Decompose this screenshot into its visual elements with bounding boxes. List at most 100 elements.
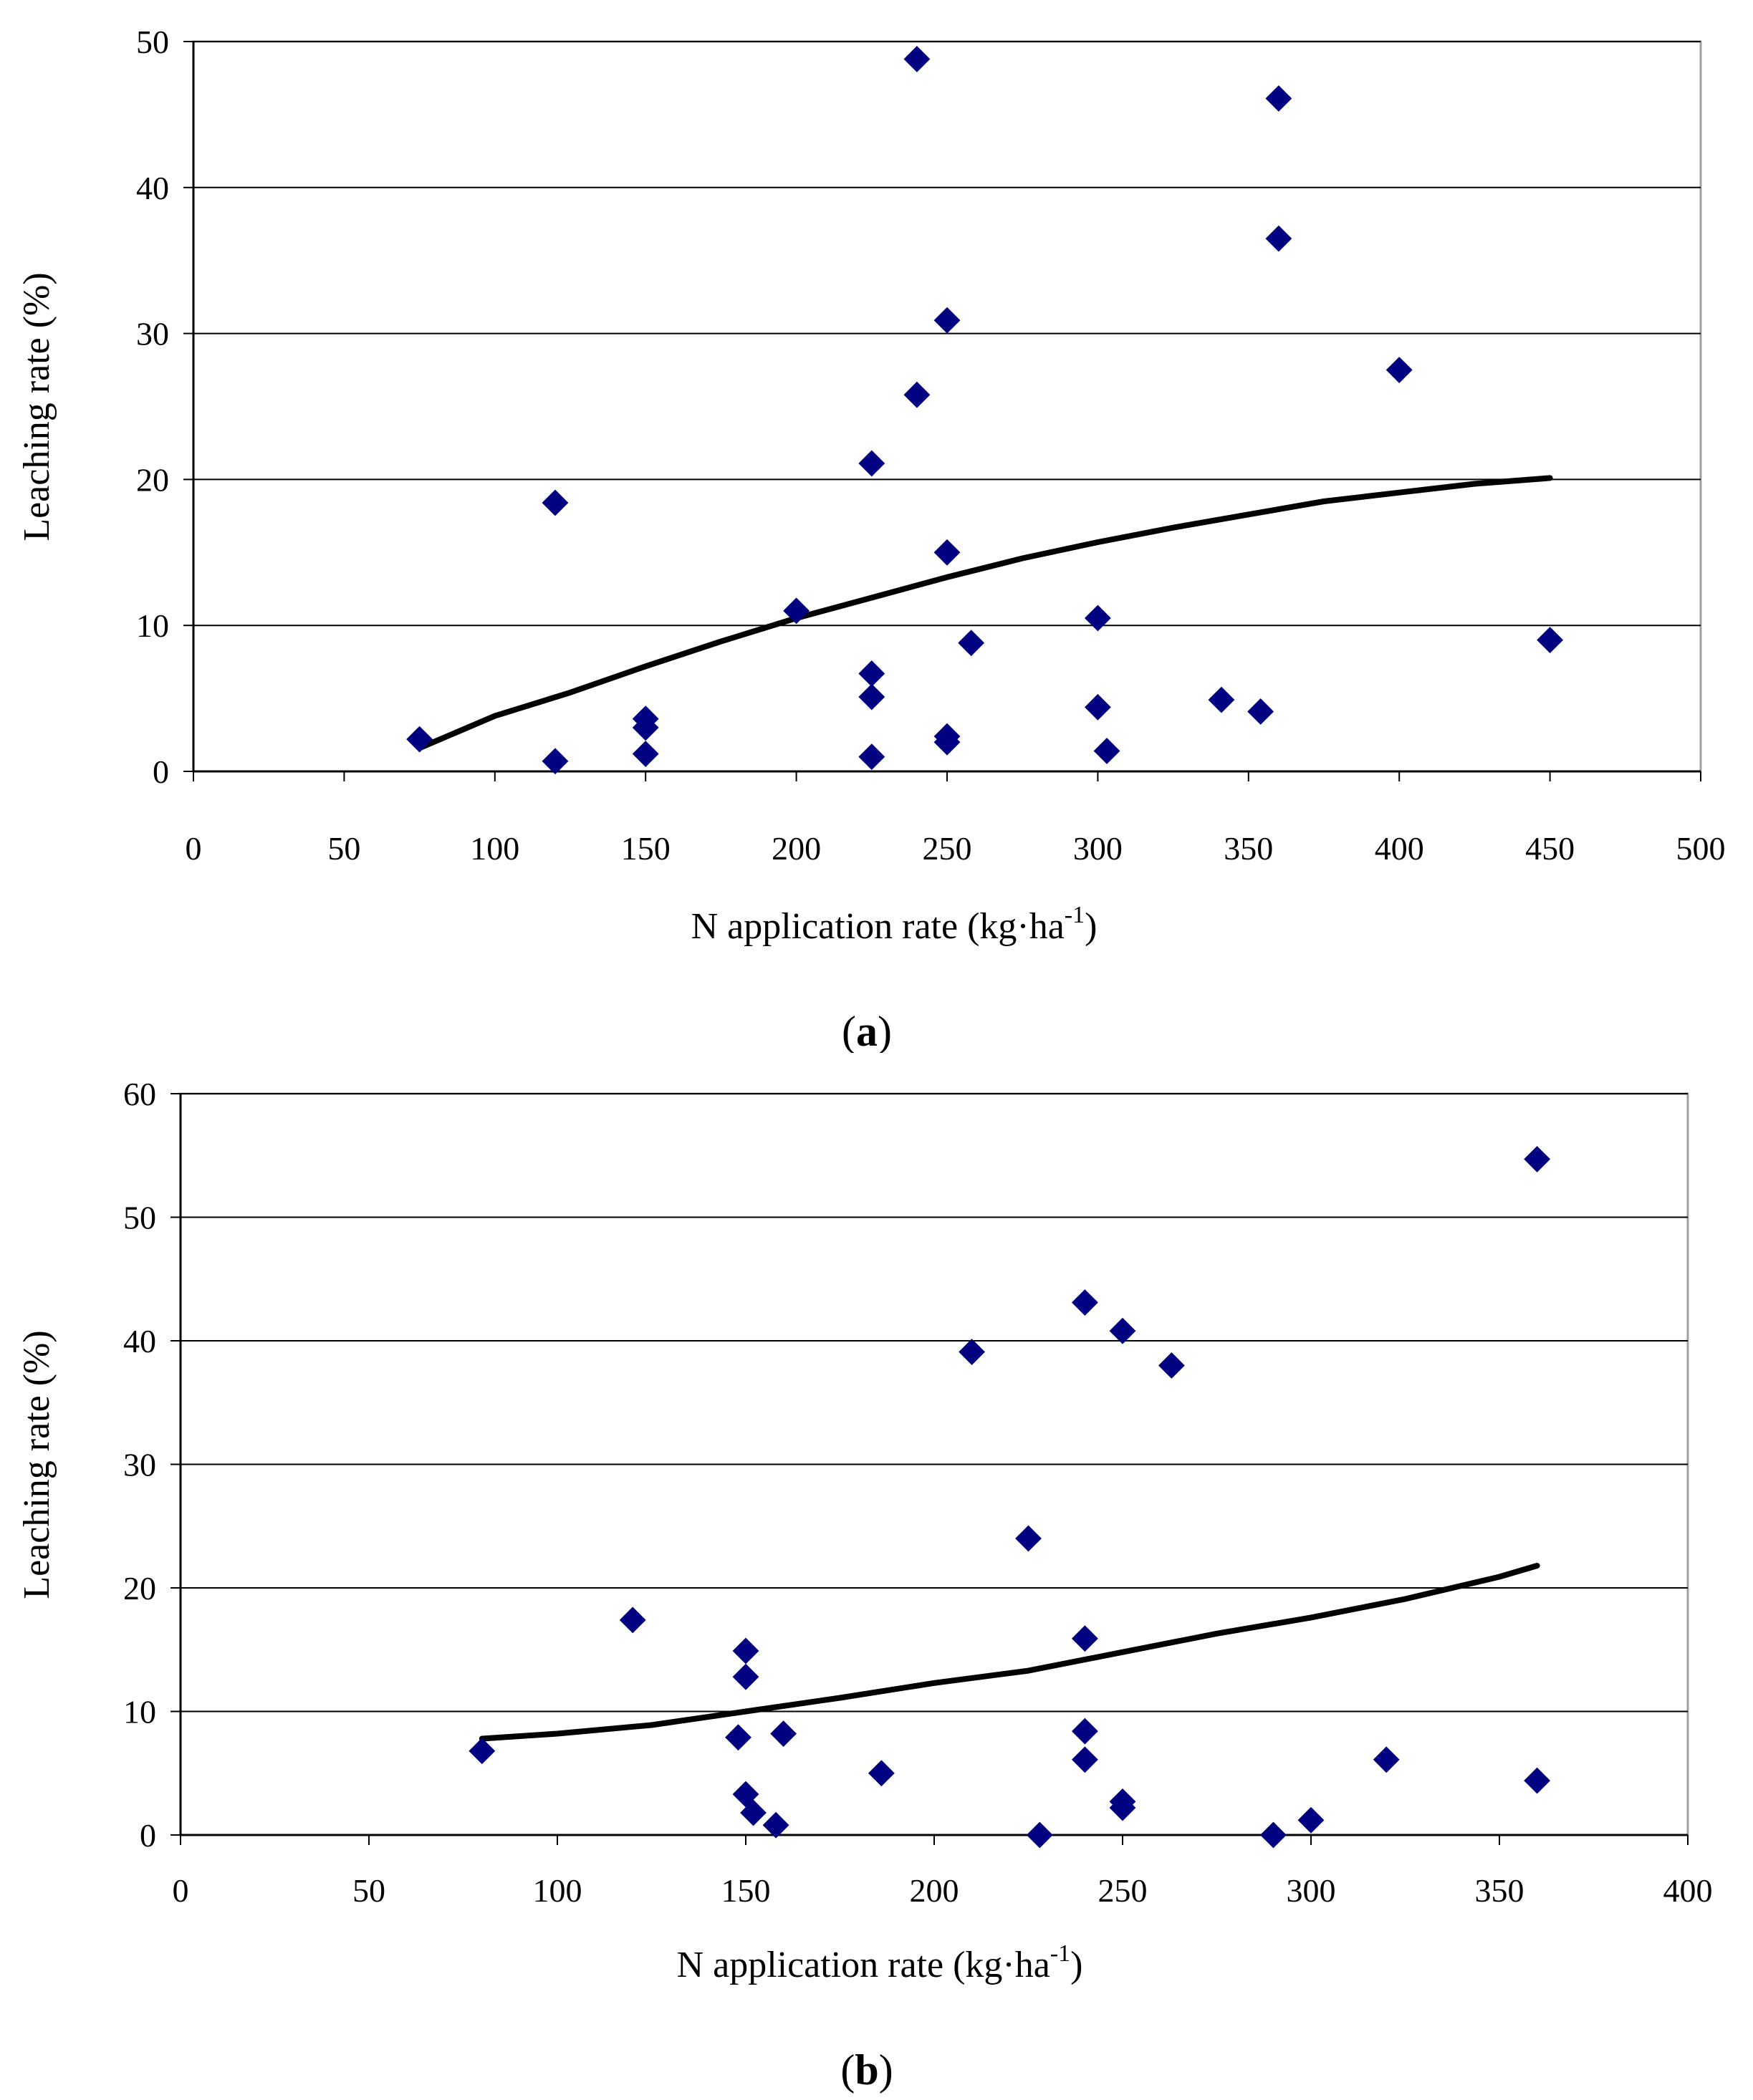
- xtick-label: 150: [721, 1872, 771, 1909]
- data-point-8: [770, 1720, 797, 1747]
- xtick-label: 100: [533, 1872, 582, 1909]
- data-point-12: [1026, 1821, 1053, 1849]
- ytick-label: 50: [136, 24, 169, 60]
- y-tick-labels: 0 10 20 30 40 50: [136, 24, 169, 790]
- data-point-6: [740, 1799, 767, 1826]
- panel-label-letter: a: [856, 1008, 878, 1053]
- trendline: [416, 475, 1553, 751]
- x-tick-labels: 0 50 100 150 200 250 300 350 400: [173, 1872, 1713, 1909]
- y-tick-labels: 0 10 20 30 40 50 60: [123, 1076, 156, 1854]
- axes: [171, 1093, 1689, 1845]
- xtick-label: 200: [910, 1872, 959, 1909]
- data-point-19: [1109, 1794, 1136, 1821]
- y-axis-title: Leaching rate (%): [16, 272, 57, 541]
- xtick-label: 50: [327, 830, 360, 867]
- data-points: [469, 1146, 1551, 1849]
- ytick-label: 0: [140, 1817, 156, 1854]
- data-point-21: [1259, 1821, 1287, 1849]
- data-point-12: [903, 381, 931, 408]
- x-axis-title-main: N application rate (kg·ha: [691, 906, 1065, 947]
- y-axis-title: Leaching rate (%): [16, 1330, 57, 1599]
- data-point-17: [1109, 1317, 1136, 1344]
- gridlines: [181, 1093, 1688, 1713]
- data-point-14: [933, 539, 961, 566]
- panel-label: (b): [840, 2046, 893, 2094]
- xtick-label: 500: [1676, 830, 1726, 867]
- data-point-11: [1015, 1525, 1042, 1552]
- ytick-label: 20: [136, 461, 169, 498]
- xtick-label: 0: [173, 1872, 189, 1909]
- data-point-10: [959, 1339, 986, 1365]
- data-point-4: [732, 1663, 759, 1690]
- x-axis-title-end: ): [1085, 906, 1097, 947]
- xtick-label: 250: [1098, 1872, 1148, 1909]
- data-point-17: [958, 630, 985, 657]
- xtick-label: 200: [772, 830, 821, 867]
- data-point-19: [1084, 693, 1111, 721]
- chart-b-svg: 0 50 100 150 200 250 300 350 400 0 10 20 30 40 50 60 L…: [16, 1076, 1713, 2094]
- data-point-24: [1524, 1146, 1551, 1172]
- data-point-7: [858, 450, 885, 477]
- data-point-23: [1265, 85, 1292, 112]
- xtick-label: 400: [1375, 830, 1424, 867]
- xtick-label: 350: [1475, 1872, 1524, 1909]
- data-point-24: [1265, 225, 1292, 252]
- x-axis-title-main: N application rate (kg·ha: [677, 1945, 1050, 1985]
- plot-area: [192, 40, 1702, 773]
- data-point-18: [1084, 605, 1111, 632]
- data-point-1: [542, 489, 569, 516]
- xtick-label: 450: [1525, 830, 1575, 867]
- data-point-16: [1071, 1746, 1098, 1773]
- ytick-label: 10: [136, 607, 169, 644]
- data-point-5: [732, 1781, 759, 1808]
- ytick-label: 10: [123, 1694, 156, 1730]
- x-axis-title-end: ): [1070, 1945, 1082, 1985]
- xtick-label: 300: [1073, 830, 1123, 867]
- data-point-25: [1385, 357, 1413, 383]
- x-tick-labels: 0 50 100 150 200 250 300 350 400 450 500: [186, 830, 1726, 867]
- data-point-11: [903, 46, 931, 72]
- xtick-label: 400: [1663, 1872, 1713, 1909]
- x-axis-title: N application rate (kg·ha-1): [677, 1940, 1083, 1985]
- data-point-1: [619, 1607, 646, 1634]
- chart-panel-a: 0 50 100 150 200 250 300 350 400 450 500 0 10 20 30 40…: [16, 24, 1726, 1053]
- xtick-label: 350: [1224, 830, 1273, 867]
- xtick-label: 250: [923, 830, 972, 867]
- ytick-label: 40: [123, 1323, 156, 1359]
- x-axis-title-superscript: -1: [1065, 902, 1085, 928]
- data-point-4: [632, 714, 659, 741]
- data-point-0: [469, 1738, 496, 1765]
- ytick-label: 40: [136, 170, 169, 206]
- trendline-group: [479, 1563, 1540, 1742]
- data-point-23: [1373, 1746, 1400, 1773]
- data-point-7: [762, 1811, 789, 1839]
- chart-panel-b: 0 50 100 150 200 250 300 350 400 0 10 20 30 40 50 60 L…: [0, 1060, 1753, 2100]
- x-axis-title-superscript: -1: [1050, 1940, 1070, 1967]
- xtick-label: 300: [1287, 1872, 1336, 1909]
- data-point-13: [933, 307, 961, 334]
- data-point-21: [1208, 686, 1235, 713]
- data-point-20: [1158, 1352, 1185, 1379]
- ytick-label: 30: [123, 1447, 156, 1483]
- data-point-9: [858, 683, 885, 711]
- ytick-label: 50: [123, 1200, 156, 1236]
- data-point-0: [406, 726, 433, 753]
- data-point-3: [732, 1637, 759, 1665]
- data-point-16: [933, 728, 961, 756]
- data-point-2: [725, 1724, 751, 1751]
- chart-a-svg: 0 50 100 150 200 250 300 350 400 450 500 0 10 20 30 40…: [16, 24, 1726, 1053]
- ytick-label: 20: [123, 1570, 156, 1607]
- xtick-label: 100: [470, 830, 519, 867]
- panel-label-letter: b: [855, 2046, 878, 2094]
- data-point-25: [1524, 1767, 1551, 1794]
- data-point-6: [783, 597, 810, 625]
- ytick-label: 30: [136, 316, 169, 352]
- xtick-label: 0: [186, 830, 202, 867]
- data-point-22: [1247, 698, 1274, 725]
- data-point-2: [542, 748, 569, 775]
- data-point-22: [1297, 1806, 1325, 1834]
- data-point-20: [1093, 738, 1120, 764]
- data-point-13: [1071, 1289, 1098, 1316]
- trendline: [479, 1563, 1540, 1742]
- xtick-label: 50: [352, 1872, 385, 1909]
